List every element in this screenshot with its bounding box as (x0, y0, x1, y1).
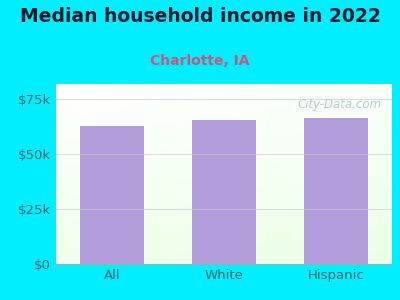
Bar (192, 120, 256, 264)
Bar (80, 126, 144, 264)
Text: City-Data.com: City-Data.com (298, 98, 382, 111)
Text: Charlotte, IA: Charlotte, IA (150, 54, 250, 68)
Bar (304, 118, 368, 264)
Text: Median household income in 2022: Median household income in 2022 (20, 8, 380, 26)
